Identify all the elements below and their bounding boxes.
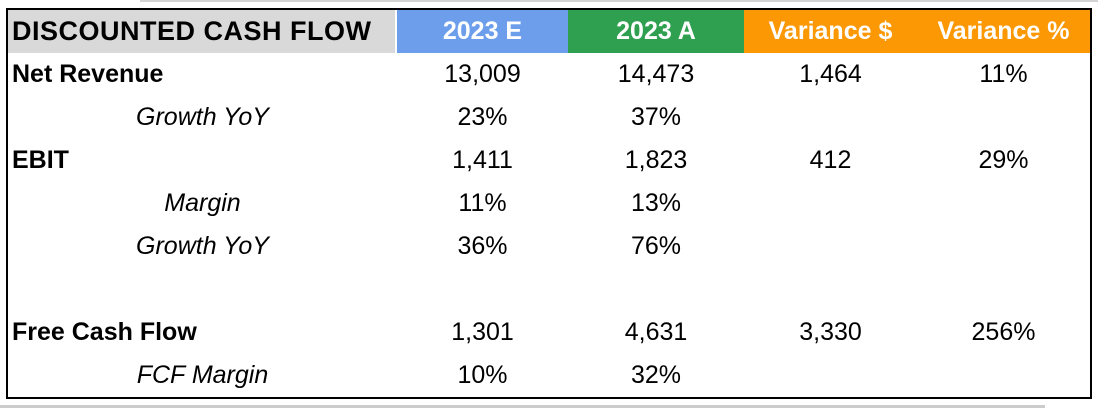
column-header-variance-percent[interactable]: Variance % (917, 10, 1090, 53)
table-row: Growth YoY 23% 37% (8, 96, 1090, 139)
table-row: Margin 11% 13% (8, 182, 1090, 225)
row-label-growth-yoy[interactable]: Growth YoY (136, 103, 269, 131)
table-title-cell[interactable]: DISCOUNTED CASH FLOW (8, 10, 395, 53)
table-cell[interactable]: 32% (630, 361, 682, 389)
table-cell[interactable]: 37% (630, 103, 682, 131)
table-cell[interactable]: 11% (458, 189, 507, 217)
table-cell[interactable]: 13% (630, 189, 682, 217)
header-divider (395, 10, 397, 53)
table-cell[interactable]: 13,009 (444, 60, 521, 88)
table-cell[interactable]: 36% (457, 232, 508, 260)
column-header-2023a[interactable]: 2023 A (568, 10, 744, 53)
table-cell[interactable] (744, 182, 917, 225)
row-label-growth-yoy[interactable]: Growth YoY (136, 232, 269, 260)
table-cell[interactable]: 4,631 (624, 318, 688, 346)
row-label-fcf-margin[interactable]: FCF Margin (136, 361, 269, 389)
table-cell[interactable]: 3,330 (799, 318, 862, 346)
table-row: Net Revenue 13,009 14,473 1,464 11% (8, 53, 1090, 96)
row-label-margin[interactable]: Margin (164, 189, 241, 217)
table-cell[interactable]: 76% (630, 232, 682, 260)
table-cell[interactable] (917, 182, 1090, 225)
table-cell[interactable]: 23% (457, 103, 508, 131)
table-cell[interactable]: 14,473 (617, 60, 695, 88)
table-cell[interactable] (568, 268, 744, 311)
table-cell[interactable] (744, 225, 917, 268)
gridline-top (140, 0, 1098, 2)
table-row: Free Cash Flow 1,301 4,631 3,330 256% (8, 311, 1090, 354)
row-label-ebit[interactable]: EBIT (12, 146, 69, 174)
table-cell[interactable]: 10% (457, 361, 508, 389)
table-cell[interactable]: 1,411 (452, 146, 513, 174)
table-cell[interactable] (744, 96, 917, 139)
dcf-table: DISCOUNTED CASH FLOW 2023 E 2023 A Varia… (6, 8, 1092, 399)
table-row: Growth YoY 36% 76% (8, 225, 1090, 268)
table-row-blank (8, 268, 1090, 311)
table-header-row: DISCOUNTED CASH FLOW 2023 E 2023 A Varia… (8, 10, 1090, 53)
gridline-bottom (0, 405, 1045, 408)
table-row: EBIT 1,411 1,823 412 29% (8, 139, 1090, 182)
table-cell[interactable]: 1,301 (451, 318, 514, 346)
table-cell[interactable]: 11% (979, 60, 1028, 88)
table-cell[interactable]: 412 (809, 146, 852, 174)
column-header-variance-dollar[interactable]: Variance $ (744, 10, 917, 53)
table-row: FCF Margin 10% 32% (8, 354, 1090, 397)
table-cell[interactable] (744, 354, 917, 397)
table-cell[interactable] (917, 268, 1090, 311)
row-label-net-revenue[interactable]: Net Revenue (12, 60, 164, 88)
table-cell[interactable] (917, 225, 1090, 268)
table-cell[interactable] (8, 268, 397, 311)
table-cell[interactable]: 256% (971, 318, 1036, 346)
table-cell[interactable] (744, 268, 917, 311)
column-header-2023e[interactable]: 2023 E (397, 10, 568, 53)
table-cell[interactable] (917, 96, 1090, 139)
table-cell[interactable]: 1,823 (624, 146, 688, 174)
table-cell[interactable]: 1,464 (799, 60, 862, 88)
table-cell[interactable]: 29% (978, 146, 1029, 174)
row-label-free-cash-flow[interactable]: Free Cash Flow (12, 318, 197, 346)
table-cell[interactable] (917, 354, 1090, 397)
table-cell[interactable] (397, 268, 568, 311)
